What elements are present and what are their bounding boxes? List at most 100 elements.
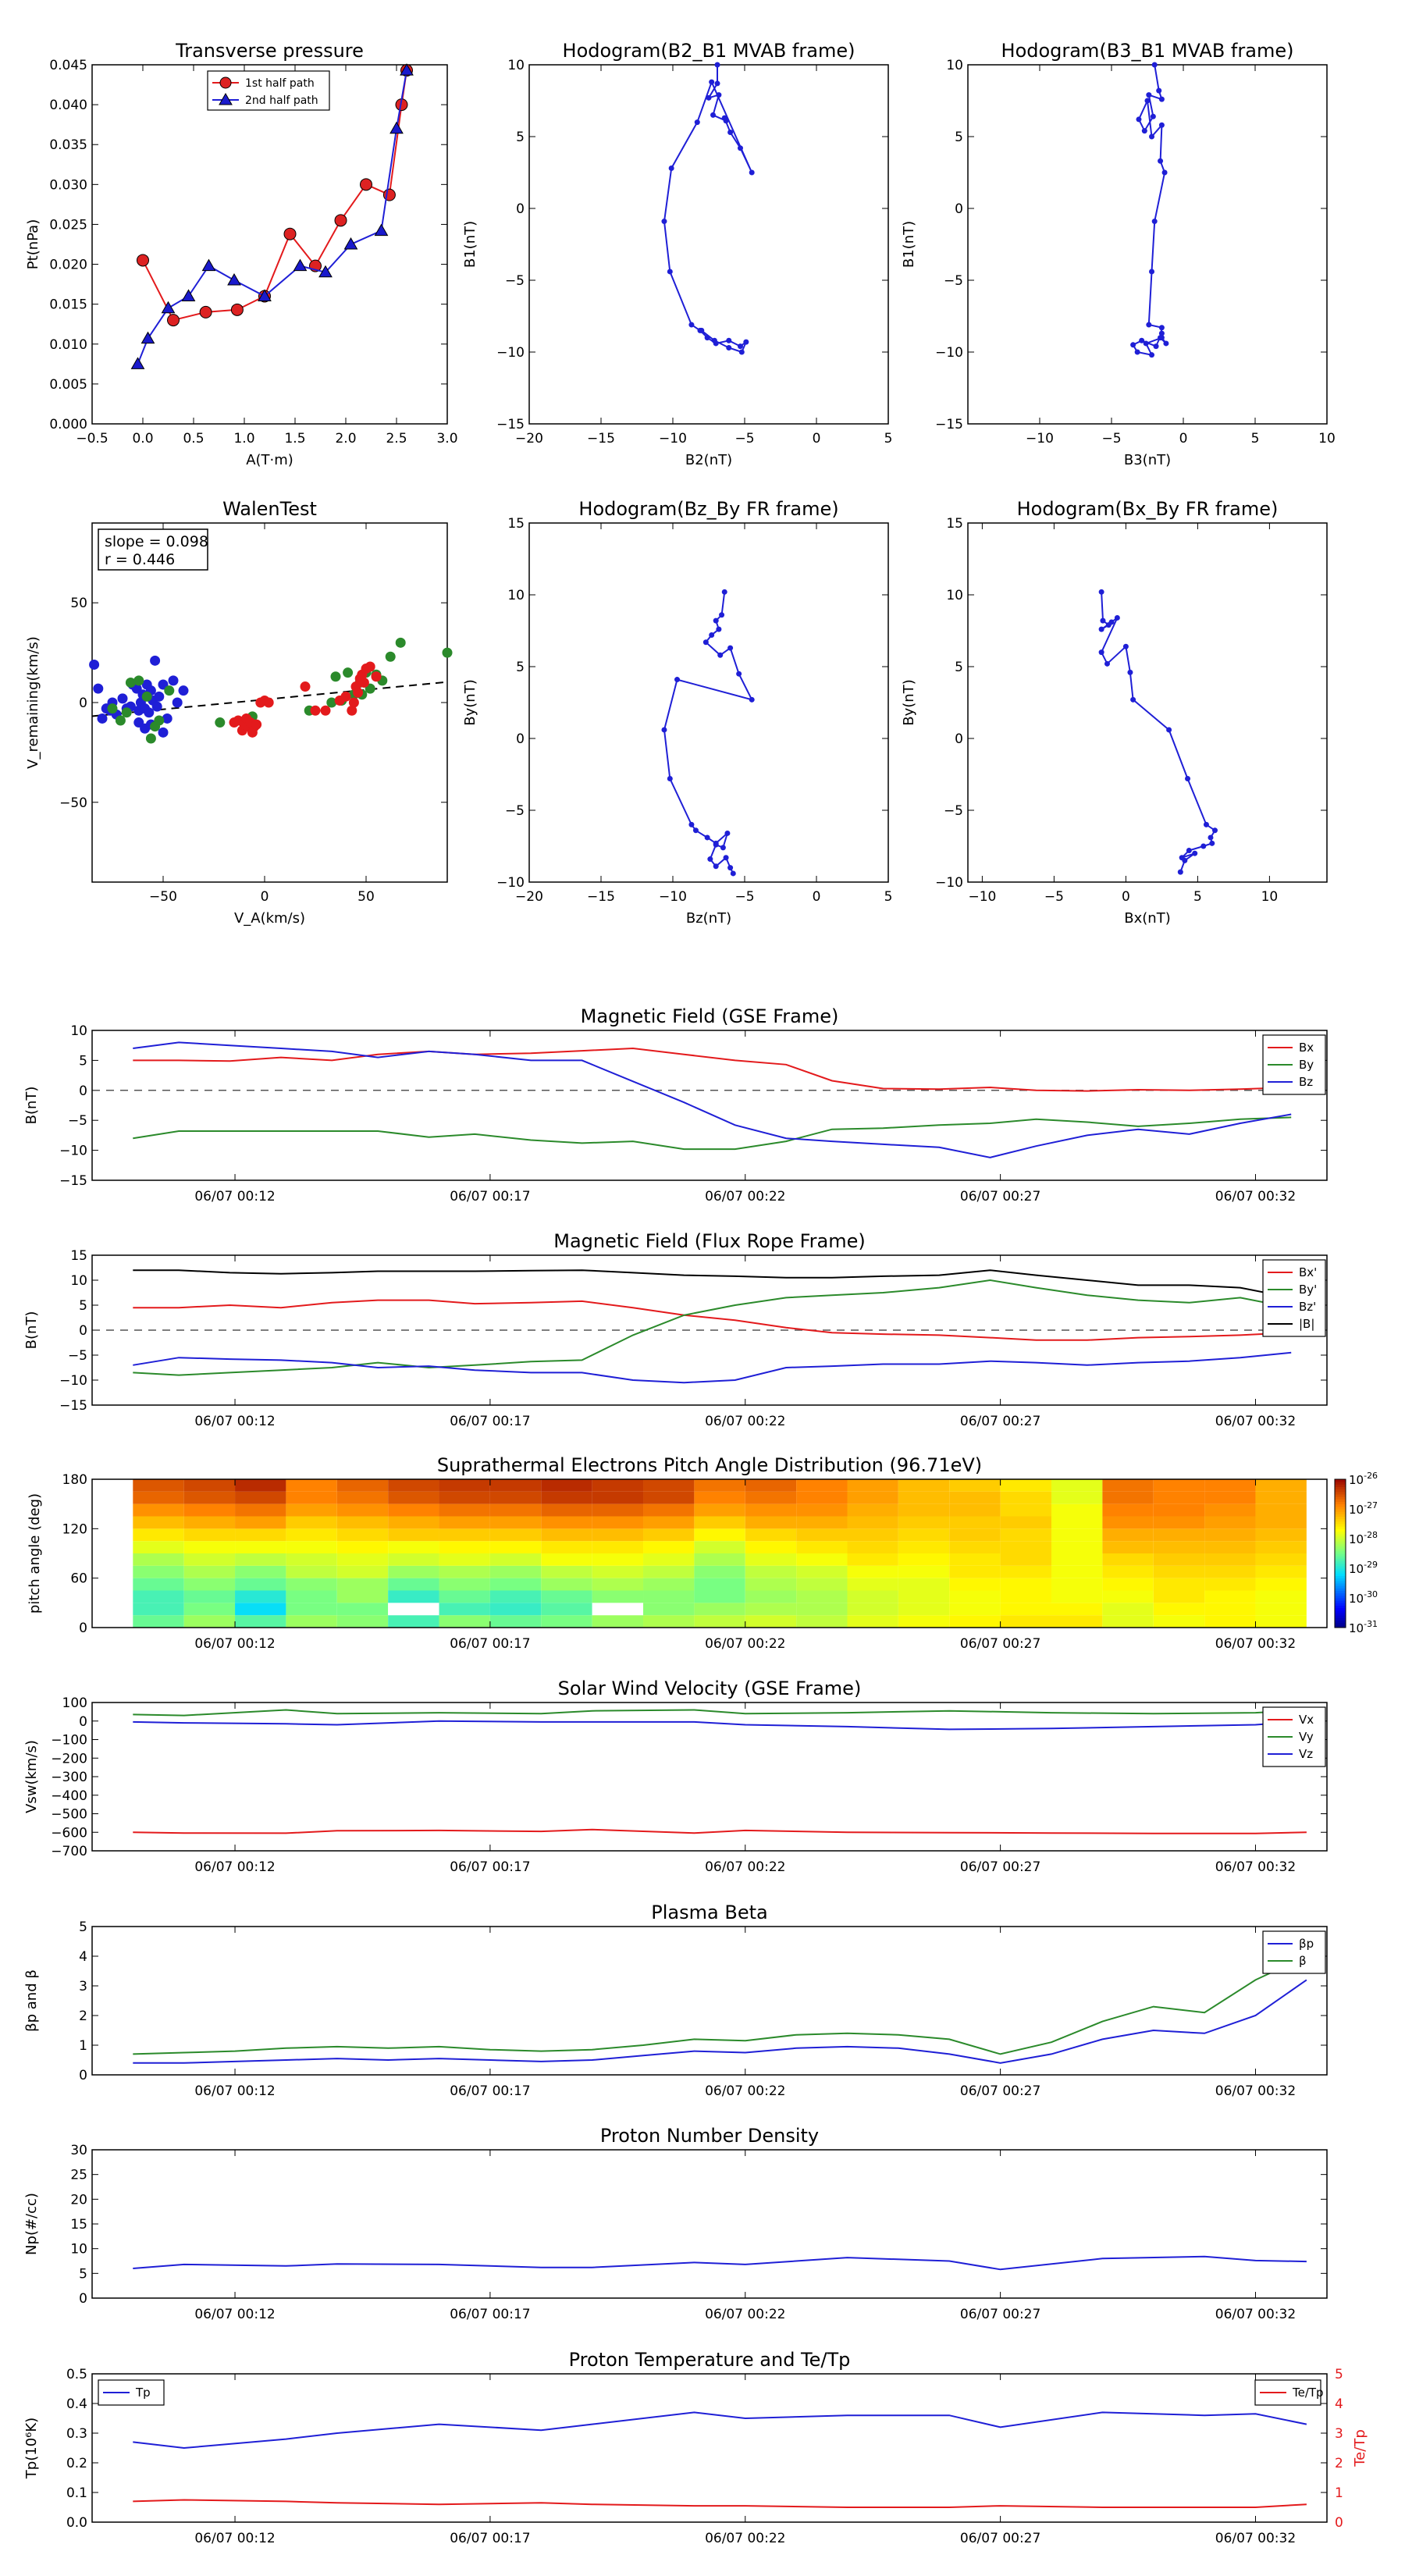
pad-cell <box>949 1491 1001 1504</box>
walen-test-point <box>353 687 364 698</box>
pad-cell <box>336 1590 389 1603</box>
pad-xtick-label: 06/07 00:32 <box>1215 1636 1296 1652</box>
beta-title: Plasma Beta <box>651 1902 767 1923</box>
walen-test-point <box>340 691 351 702</box>
pad-cell <box>694 1491 745 1504</box>
pad-cell <box>541 1541 592 1553</box>
pad-cell <box>643 1491 695 1504</box>
hodogram-bzby-marker <box>713 841 719 848</box>
pad-cell <box>388 1590 439 1603</box>
beta-legend-label: βp <box>1299 1937 1314 1951</box>
pad-cell <box>796 1479 848 1492</box>
walen-test-point <box>164 685 175 696</box>
pad-cell <box>1051 1553 1103 1566</box>
hodogram-bzby-marker <box>713 617 719 624</box>
vsw-xtick-label: 06/07 00:17 <box>450 1859 530 1875</box>
hodogram-bxby-marker <box>1127 669 1133 675</box>
tp-legend-label: Te/Tp <box>1292 2386 1324 2400</box>
hodogram-bxby-xtick-label: 5 <box>1193 889 1202 905</box>
pad-cell <box>286 1491 337 1504</box>
hodogram-b2b1-ytick-label: 5 <box>516 130 525 145</box>
pad-ylabel: pitch angle (deg) <box>27 1493 43 1614</box>
hodogram-b3b1-marker <box>1146 92 1152 98</box>
vsw-xtick-label: 06/07 00:27 <box>960 1859 1040 1875</box>
mag-gse-legend-label: Bz <box>1299 1075 1313 1089</box>
mag-fr-series-|B| <box>133 1269 1292 1299</box>
pad-colorbar-seg <box>1335 1546 1346 1550</box>
pad-colorbar-label: 10-31 <box>1349 1619 1378 1635</box>
pad-colorbar-seg <box>1335 1506 1346 1510</box>
transverse-pressure-legend-marker <box>219 92 233 105</box>
walen-test-point <box>385 651 396 662</box>
pad-cell <box>286 1553 337 1566</box>
tp-ylabel-right: Te/Tp <box>1352 2429 1368 2467</box>
walen-test-xtick-label: 50 <box>357 889 375 905</box>
pad-cell <box>133 1479 184 1492</box>
pad-cell <box>847 1503 898 1517</box>
hodogram-b3b1-marker <box>1163 340 1169 347</box>
pad-colorbar-seg <box>1335 1514 1346 1517</box>
pad-cell <box>1153 1603 1205 1616</box>
hodogram-bxby-ytick-label: 10 <box>946 588 963 603</box>
pad-cell <box>949 1541 1001 1553</box>
pad-cell <box>439 1565 490 1578</box>
hodogram-b2b1-marker <box>726 344 732 350</box>
hodogram-bxby-marker <box>1186 848 1192 854</box>
pad-cell <box>1051 1528 1103 1542</box>
transverse-pressure-marker <box>140 331 155 344</box>
pad-cell <box>1204 1541 1256 1553</box>
hodogram-b2b1-marker <box>716 92 722 98</box>
pad-cell <box>1051 1516 1103 1529</box>
pad-cell <box>439 1578 490 1591</box>
pad-cell <box>439 1503 490 1517</box>
pad-cell <box>898 1491 950 1504</box>
hodogram-b2b1-xtick-label: 0 <box>813 431 821 447</box>
np-series-Np <box>133 2255 1307 2271</box>
hodogram-b3b1-marker <box>1141 128 1147 134</box>
pad-cell <box>745 1578 797 1591</box>
pad-cell <box>489 1603 542 1616</box>
hodogram-bzby-ytick-label: 10 <box>507 588 525 603</box>
pad-cell <box>1204 1615 1256 1628</box>
hodogram-b2b1-marker <box>709 79 715 85</box>
pad-cell <box>183 1503 236 1517</box>
hodogram-bzby-xlabel: Bz(nT) <box>686 910 731 927</box>
pad-cell <box>183 1590 236 1603</box>
beta-ytick-label: 3 <box>79 1979 87 1994</box>
hodogram-b3b1-marker <box>1143 340 1149 347</box>
hodogram-bxby-ytick-label: 15 <box>946 516 963 532</box>
pad-cell <box>286 1590 337 1603</box>
transverse-pressure-marker <box>230 303 244 316</box>
mag-gse-xtick-label: 06/07 00:17 <box>450 1189 530 1204</box>
pad-colorbar-seg <box>1335 1484 1346 1487</box>
hodogram-bxby-ytick-label: 0 <box>955 731 963 747</box>
walen-test-ytick-label: −50 <box>59 795 87 811</box>
walen-test-xtick-label: −50 <box>149 889 177 905</box>
transverse-pressure-marker <box>360 178 372 191</box>
pad-cell <box>133 1503 184 1517</box>
hodogram-bzby-series-line <box>663 592 754 874</box>
pad-cell <box>643 1603 695 1616</box>
pad-cell <box>489 1565 542 1578</box>
pad-colorbar-seg <box>1335 1524 1346 1527</box>
walen-test-point <box>154 691 165 702</box>
pad-cell <box>235 1491 286 1504</box>
transverse-pressure-xtick-label: 0.5 <box>183 431 204 447</box>
transverse-pressure-ytick-label: 0.020 <box>49 258 87 273</box>
pad-cell <box>1102 1491 1154 1504</box>
pad-colorbar-seg <box>1335 1585 1346 1589</box>
pad-cell <box>183 1603 236 1616</box>
hodogram-bzby-frame <box>528 522 889 883</box>
pad-cell <box>643 1590 695 1603</box>
pad-cell <box>847 1479 898 1492</box>
pad-cell <box>1051 1615 1103 1628</box>
hodogram-b3b1-xtick-label: 0 <box>1179 431 1188 447</box>
mag-fr-xtick-label: 06/07 00:22 <box>705 1414 785 1429</box>
tp-xtick-label: 06/07 00:12 <box>194 2531 275 2546</box>
transverse-pressure-xtick-label: −0.5 <box>76 431 108 447</box>
hodogram-b3b1-ytick-label: −10 <box>935 345 963 361</box>
pad-cell <box>439 1541 490 1553</box>
hodogram-bzby-marker <box>736 671 742 677</box>
beta-xtick-label: 06/07 00:12 <box>194 2083 275 2099</box>
pad-colorbar-seg <box>1335 1603 1346 1606</box>
